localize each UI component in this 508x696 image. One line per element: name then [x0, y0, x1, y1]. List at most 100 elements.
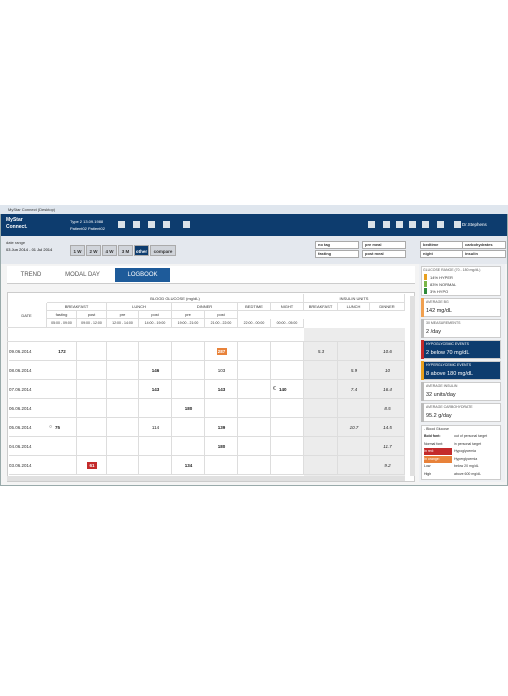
cell-border	[370, 361, 405, 380]
tab[interactable]: LOGBOOK	[115, 268, 170, 282]
tag-filter[interactable]: post meal	[365, 251, 384, 256]
toolbar-icon[interactable]	[118, 221, 125, 228]
user-name[interactable]: Dr.Stephens	[462, 222, 487, 227]
cell-border	[139, 418, 172, 437]
range-box	[421, 266, 501, 296]
tag-filter[interactable]: night	[423, 251, 433, 256]
cell-border	[77, 361, 107, 380]
toolbar-icon[interactable]	[409, 221, 416, 228]
date-range-label: date range	[6, 240, 26, 245]
range-bar	[424, 274, 427, 280]
card-value: 2 below 70 mg/dL	[426, 350, 470, 356]
cell-border	[338, 399, 370, 418]
cell-value: 172	[58, 349, 66, 354]
row-date: 03.06.2014	[9, 456, 47, 475]
tag-filter[interactable]: no tag	[318, 242, 330, 247]
period-button[interactable]: 3 M	[118, 245, 133, 256]
toolbar-icon[interactable]	[454, 221, 461, 228]
tag-filter[interactable]: carbohydrates	[465, 242, 493, 247]
tab[interactable]: TREND	[20, 272, 42, 278]
date-header: DATE	[7, 303, 47, 328]
cell-border	[139, 437, 172, 456]
cell-border	[47, 456, 77, 475]
cell-border	[205, 399, 238, 418]
cell-border	[205, 456, 238, 475]
card-title: HYPOGLYCEMIC EVENTS	[426, 342, 469, 346]
meal-header: BREAKFAST	[47, 303, 107, 311]
time-header: 21:00 - 22:00	[205, 319, 238, 328]
cell-border	[370, 456, 405, 475]
period-button[interactable]: other	[134, 245, 149, 256]
period-button[interactable]: 1 W	[70, 245, 85, 256]
h-scrollbar[interactable]	[7, 476, 405, 481]
cell-border	[47, 342, 77, 361]
partial-row	[7, 328, 405, 342]
cell-value: 10	[384, 368, 390, 373]
tag-box[interactable]	[462, 250, 506, 258]
cell-border	[77, 418, 107, 437]
toolbar-icon[interactable]	[183, 221, 190, 228]
tag-box[interactable]	[315, 250, 359, 258]
tag-filter[interactable]: fasting	[318, 251, 332, 256]
cell-border	[338, 437, 370, 456]
period-button[interactable]: 2 W	[86, 245, 101, 256]
cell-border	[370, 437, 405, 456]
cell-border	[47, 399, 77, 418]
tag-filter[interactable]: insulin	[465, 251, 478, 256]
legend-text: in personal target	[454, 441, 482, 446]
toolbar-icon[interactable]	[383, 221, 390, 228]
card-title: AVERAGE BG	[426, 300, 449, 304]
toolbar-icon[interactable]	[437, 221, 444, 228]
cell-border	[370, 342, 405, 361]
toolbar-icon[interactable]	[148, 221, 155, 228]
cell-border	[238, 342, 271, 361]
highlight	[216, 348, 227, 355]
cell-icon: €	[273, 386, 276, 392]
toolbar-icon[interactable]	[368, 221, 375, 228]
cell-border	[370, 380, 405, 399]
time-header: 12:00 - 14:00	[107, 319, 139, 328]
range-item: 3% HYPO	[430, 289, 449, 294]
range-bar	[424, 288, 427, 294]
tag-box[interactable]	[362, 241, 406, 249]
toolbar-icon[interactable]	[396, 221, 403, 228]
toolbar-icon[interactable]	[422, 221, 429, 228]
date-range: 03 Jun 2014 - 01 Jul 2014	[6, 247, 53, 252]
tag-box[interactable]	[462, 241, 506, 249]
tag-filter[interactable]: pre meal	[365, 242, 382, 247]
cell-value: 114	[151, 425, 160, 430]
app-logo: MyStar Connect.	[6, 217, 28, 230]
cell-border	[338, 361, 370, 380]
period-button[interactable]: 4 W	[102, 245, 117, 256]
sub-header: post	[139, 311, 172, 319]
tab[interactable]: MODAL DAY	[65, 272, 100, 278]
cell-border	[107, 380, 139, 399]
cell-border	[304, 361, 338, 380]
legend-title: - Blood Glucose	[424, 427, 449, 431]
tag-filter[interactable]: bedtime	[423, 242, 439, 247]
tag-box[interactable]	[315, 241, 359, 249]
cell-border	[271, 418, 304, 437]
row-date: 05.06.2014	[9, 418, 47, 437]
tag-box[interactable]	[362, 250, 406, 258]
cell-border	[47, 380, 77, 399]
card-value: 2 /day	[426, 329, 441, 335]
legend-text: out of personal target	[454, 434, 488, 438]
toolbar-icon[interactable]	[163, 221, 170, 228]
cell-value: 5.3	[317, 349, 325, 354]
v-scrollbar[interactable]	[410, 296, 415, 476]
card-title: 30 MEASUREMENTS	[426, 321, 461, 325]
cell-value: 61	[89, 463, 95, 468]
sub-header: post	[77, 311, 107, 319]
cell-border	[107, 399, 139, 418]
cell-border	[238, 418, 271, 437]
row-date: 09.06.2014	[9, 342, 47, 361]
win-controls[interactable]	[480, 205, 506, 214]
toolbar-icon[interactable]	[133, 221, 140, 228]
period-button[interactable]: compare	[150, 245, 176, 256]
window-title: MyStar Connect (Desktop)	[8, 207, 56, 212]
cell-border	[304, 437, 338, 456]
time-header: 00:00 - 05:00	[271, 319, 304, 328]
card-title: AVERAGE INSULIN	[426, 384, 458, 388]
legend-text: Hyperglycemia	[454, 456, 478, 461]
